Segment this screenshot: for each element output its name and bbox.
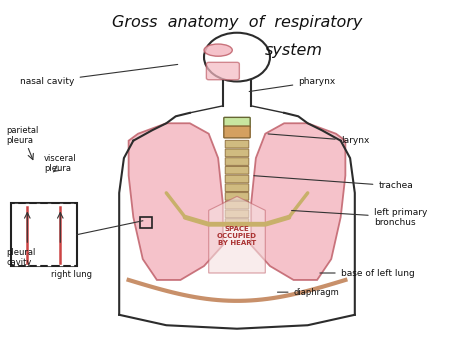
Polygon shape: [209, 197, 265, 273]
Text: left primary
bronchus: left primary bronchus: [292, 207, 427, 227]
FancyBboxPatch shape: [224, 126, 250, 138]
FancyBboxPatch shape: [225, 158, 249, 165]
FancyBboxPatch shape: [225, 140, 249, 148]
Text: right lung: right lung: [51, 270, 92, 279]
Ellipse shape: [204, 44, 232, 56]
FancyBboxPatch shape: [225, 201, 249, 209]
Bar: [11, 203, 77, 266]
Text: pleural
cavity: pleural cavity: [6, 248, 36, 267]
Text: trachea: trachea: [254, 176, 413, 191]
FancyBboxPatch shape: [225, 149, 249, 157]
Text: Gross  anatomy  of  respiratory: Gross anatomy of respiratory: [112, 15, 362, 30]
FancyBboxPatch shape: [225, 184, 249, 192]
FancyBboxPatch shape: [225, 193, 249, 200]
FancyBboxPatch shape: [225, 166, 249, 174]
Text: parietal
pleura: parietal pleura: [6, 126, 38, 145]
Text: pharynx: pharynx: [249, 77, 336, 92]
FancyBboxPatch shape: [225, 210, 249, 218]
FancyBboxPatch shape: [206, 62, 239, 80]
Text: SPACE
OCCUPIED
BY HEART: SPACE OCCUPIED BY HEART: [217, 226, 257, 246]
FancyBboxPatch shape: [225, 175, 249, 183]
Polygon shape: [251, 123, 346, 280]
Bar: [140, 217, 152, 228]
Text: system: system: [264, 43, 322, 58]
FancyBboxPatch shape: [225, 219, 249, 226]
Text: visceral
pleura: visceral pleura: [44, 154, 76, 173]
Text: larynx: larynx: [268, 134, 369, 145]
Polygon shape: [128, 123, 223, 280]
Text: diaphragm: diaphragm: [277, 288, 339, 297]
Text: base of left lung: base of left lung: [320, 269, 414, 278]
FancyBboxPatch shape: [224, 117, 250, 127]
Text: nasal cavity: nasal cavity: [20, 65, 178, 86]
